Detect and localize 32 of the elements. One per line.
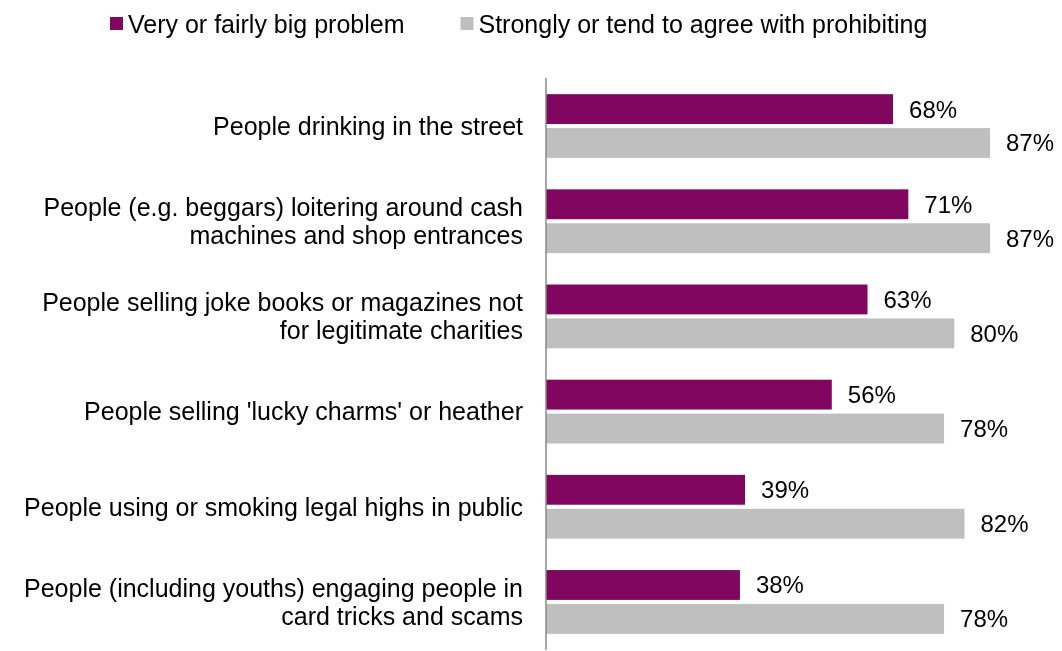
bar bbox=[546, 413, 945, 444]
data-label: 78% bbox=[960, 605, 1009, 633]
bar bbox=[546, 474, 746, 505]
data-label: 39% bbox=[761, 476, 810, 504]
bar bbox=[546, 508, 965, 539]
bar bbox=[546, 603, 945, 634]
bar bbox=[546, 284, 868, 315]
data-label: 71% bbox=[924, 190, 973, 218]
bar bbox=[546, 318, 955, 349]
y-tick-label: People selling joke books or magazines not for legitimate charities bbox=[42, 288, 524, 345]
data-label: 38% bbox=[755, 571, 804, 599]
data-label: 82% bbox=[980, 510, 1029, 538]
data-label: 78% bbox=[960, 414, 1009, 442]
bar bbox=[546, 189, 909, 220]
y-tick-label: People using or smoking legal highs in public bbox=[24, 492, 523, 521]
y-tick-label: People (including youths) engaging people in card tricks and scams bbox=[24, 573, 523, 630]
bar bbox=[546, 223, 990, 254]
data-label: 87% bbox=[1006, 224, 1055, 252]
data-label: 56% bbox=[847, 381, 896, 409]
data-label: 87% bbox=[1006, 129, 1055, 157]
bar bbox=[546, 94, 894, 125]
data-label: 63% bbox=[883, 285, 932, 313]
legend-label: Strongly or tend to agree with prohibiting bbox=[478, 9, 928, 38]
bar bbox=[546, 379, 832, 410]
y-tick-label: People drinking in the street bbox=[213, 111, 524, 140]
bar bbox=[546, 570, 740, 600]
data-label: 68% bbox=[909, 95, 958, 123]
bar bbox=[546, 128, 990, 158]
y-tick-label: People (e.g. beggars) loitering around cash machines and shop entrances bbox=[43, 192, 523, 249]
legend-label: Very or fairly big problem bbox=[128, 9, 405, 38]
y-tick-label: People selling 'lucky charms' or heather bbox=[84, 397, 523, 426]
data-label: 80% bbox=[970, 319, 1019, 347]
